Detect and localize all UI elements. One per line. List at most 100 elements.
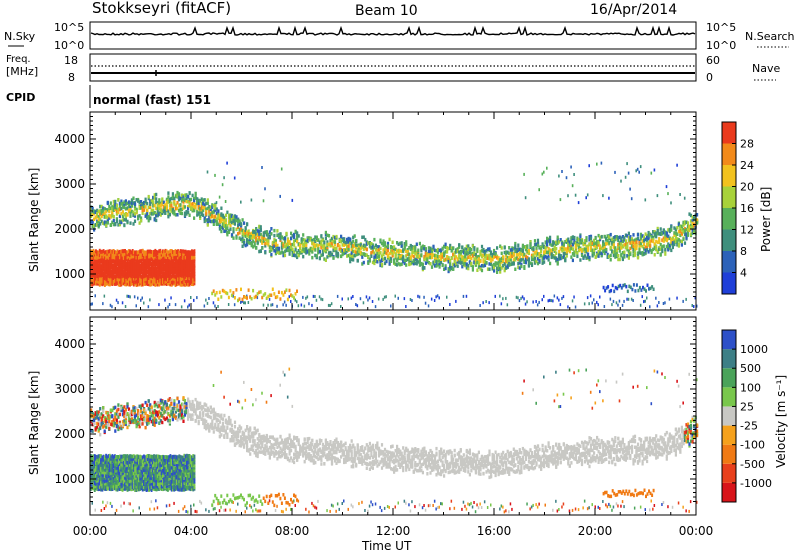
power-echo xyxy=(140,216,143,220)
power-echo xyxy=(570,165,572,169)
power-echo xyxy=(176,213,179,217)
power-echo xyxy=(99,204,102,209)
power-echo xyxy=(274,243,277,247)
power-echo xyxy=(326,242,329,247)
power-echo xyxy=(256,238,259,242)
power-colorbar-tick-label: 24 xyxy=(740,159,754,172)
power-echo xyxy=(182,273,185,278)
power-echo xyxy=(183,198,187,202)
power-echo xyxy=(110,265,113,270)
power-echo xyxy=(630,237,634,241)
power-echo xyxy=(140,204,143,208)
power-echo xyxy=(393,245,396,249)
power-echo xyxy=(211,205,214,209)
power-echo xyxy=(549,248,552,252)
power-echo xyxy=(646,296,648,300)
power-echo xyxy=(149,269,152,274)
power-echo xyxy=(114,252,116,257)
power-echo xyxy=(533,256,537,261)
power-echo xyxy=(535,300,537,303)
power-echo xyxy=(122,265,125,270)
power-echo xyxy=(293,253,296,257)
power-echo xyxy=(397,252,400,256)
power-echo xyxy=(647,243,650,247)
power-echo xyxy=(177,203,181,208)
power-echo xyxy=(574,305,577,309)
power-echo xyxy=(606,241,609,245)
velocity-echo xyxy=(108,419,111,424)
power-echo xyxy=(550,254,553,259)
power-echo xyxy=(125,271,128,276)
power-echo xyxy=(320,234,323,238)
power-echo xyxy=(693,305,695,308)
power-echo xyxy=(374,243,377,248)
power-echo xyxy=(455,248,458,253)
power-echo xyxy=(536,257,540,261)
power-echo xyxy=(550,248,553,253)
power-echo xyxy=(374,255,377,259)
power-echo xyxy=(480,244,484,249)
power-echo xyxy=(115,212,118,216)
power-echo xyxy=(180,193,184,198)
power-echo xyxy=(662,230,665,235)
power-echo xyxy=(436,250,440,254)
power-echo xyxy=(144,205,147,209)
power-echo xyxy=(315,235,318,239)
velocity-echo xyxy=(149,417,152,421)
power-echo xyxy=(230,214,234,218)
power-echo xyxy=(126,266,129,271)
power-echo xyxy=(632,299,634,302)
power-echo xyxy=(285,248,288,253)
power-colorbar-swatch xyxy=(722,143,736,165)
power-echo xyxy=(177,264,179,268)
power-echo xyxy=(167,200,170,204)
power-echo xyxy=(259,249,262,253)
power-echo xyxy=(641,244,644,249)
power-echo xyxy=(180,279,183,284)
power-echo xyxy=(177,269,179,274)
power-echo xyxy=(233,218,237,223)
power-echo xyxy=(212,215,215,219)
power-echo xyxy=(296,235,299,239)
power-echo xyxy=(168,281,171,286)
power-echo xyxy=(480,264,484,268)
power-echo xyxy=(189,257,192,262)
power-echo xyxy=(192,265,195,270)
power-echo xyxy=(429,246,432,251)
power-echo xyxy=(149,252,152,257)
power-echo xyxy=(147,196,150,201)
power-echo xyxy=(562,255,565,259)
power-echo xyxy=(164,298,166,302)
power-echo xyxy=(520,258,523,262)
power-echo xyxy=(137,199,140,203)
power-echo xyxy=(396,241,399,245)
power-echo xyxy=(362,260,365,265)
power-echo xyxy=(183,254,186,259)
power-echo xyxy=(634,289,637,293)
power-echo xyxy=(674,231,677,235)
power-echo xyxy=(561,249,564,253)
power-echo xyxy=(105,220,108,225)
velocity-echo xyxy=(199,415,202,419)
power-echo xyxy=(145,260,148,265)
power-echo xyxy=(119,263,121,268)
power-echo xyxy=(138,263,140,268)
power-echo xyxy=(191,207,194,211)
power-echo xyxy=(119,279,121,284)
velocity-echo xyxy=(153,507,156,511)
power-echo xyxy=(589,243,593,247)
power-echo xyxy=(536,252,540,256)
power-echo xyxy=(144,268,147,273)
power-echo xyxy=(114,255,116,260)
power-echo xyxy=(174,213,177,217)
power-echo xyxy=(290,236,293,241)
power-echo xyxy=(274,239,277,243)
power-echo xyxy=(352,244,355,248)
power-echo xyxy=(693,224,696,228)
velocity-echo xyxy=(143,417,146,422)
power-echo xyxy=(523,245,526,249)
power-echo xyxy=(229,216,232,220)
power-echo xyxy=(135,198,138,202)
power-echo xyxy=(614,237,617,242)
power-echo xyxy=(137,216,140,220)
